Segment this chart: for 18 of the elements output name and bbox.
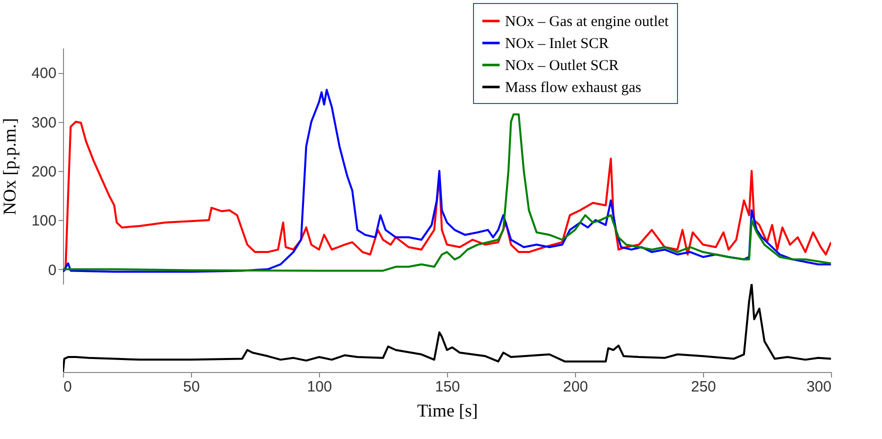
- x-tick-label: 200: [562, 378, 588, 396]
- legend-label: NOx – Gas at engine outlet: [505, 14, 670, 30]
- y-tick-label: 400: [31, 65, 56, 82]
- legend-label: Mass flow exhaust gas: [505, 80, 642, 96]
- x-tick-label: 100: [306, 378, 332, 396]
- y-tick-label: 300: [31, 114, 56, 132]
- y-axis-title: NOx [p.p.m.]: [0, 118, 20, 215]
- x-tick-label: 50: [183, 378, 200, 396]
- y-tick-label: 200: [31, 163, 56, 180]
- x-tick-label: 0: [64, 378, 72, 396]
- x-tick-label: 150: [434, 378, 460, 396]
- x-axis-title: Time [s]: [417, 400, 478, 420]
- legend-label: NOx – Outlet SCR: [505, 58, 619, 74]
- legend-label: NOx – Inlet SCR: [505, 36, 609, 52]
- y-tick-label: 100: [31, 212, 56, 230]
- x-tick-label: 250: [690, 378, 716, 396]
- y-tick-label: 0: [48, 262, 56, 279]
- x-tick-label: 300: [806, 378, 832, 396]
